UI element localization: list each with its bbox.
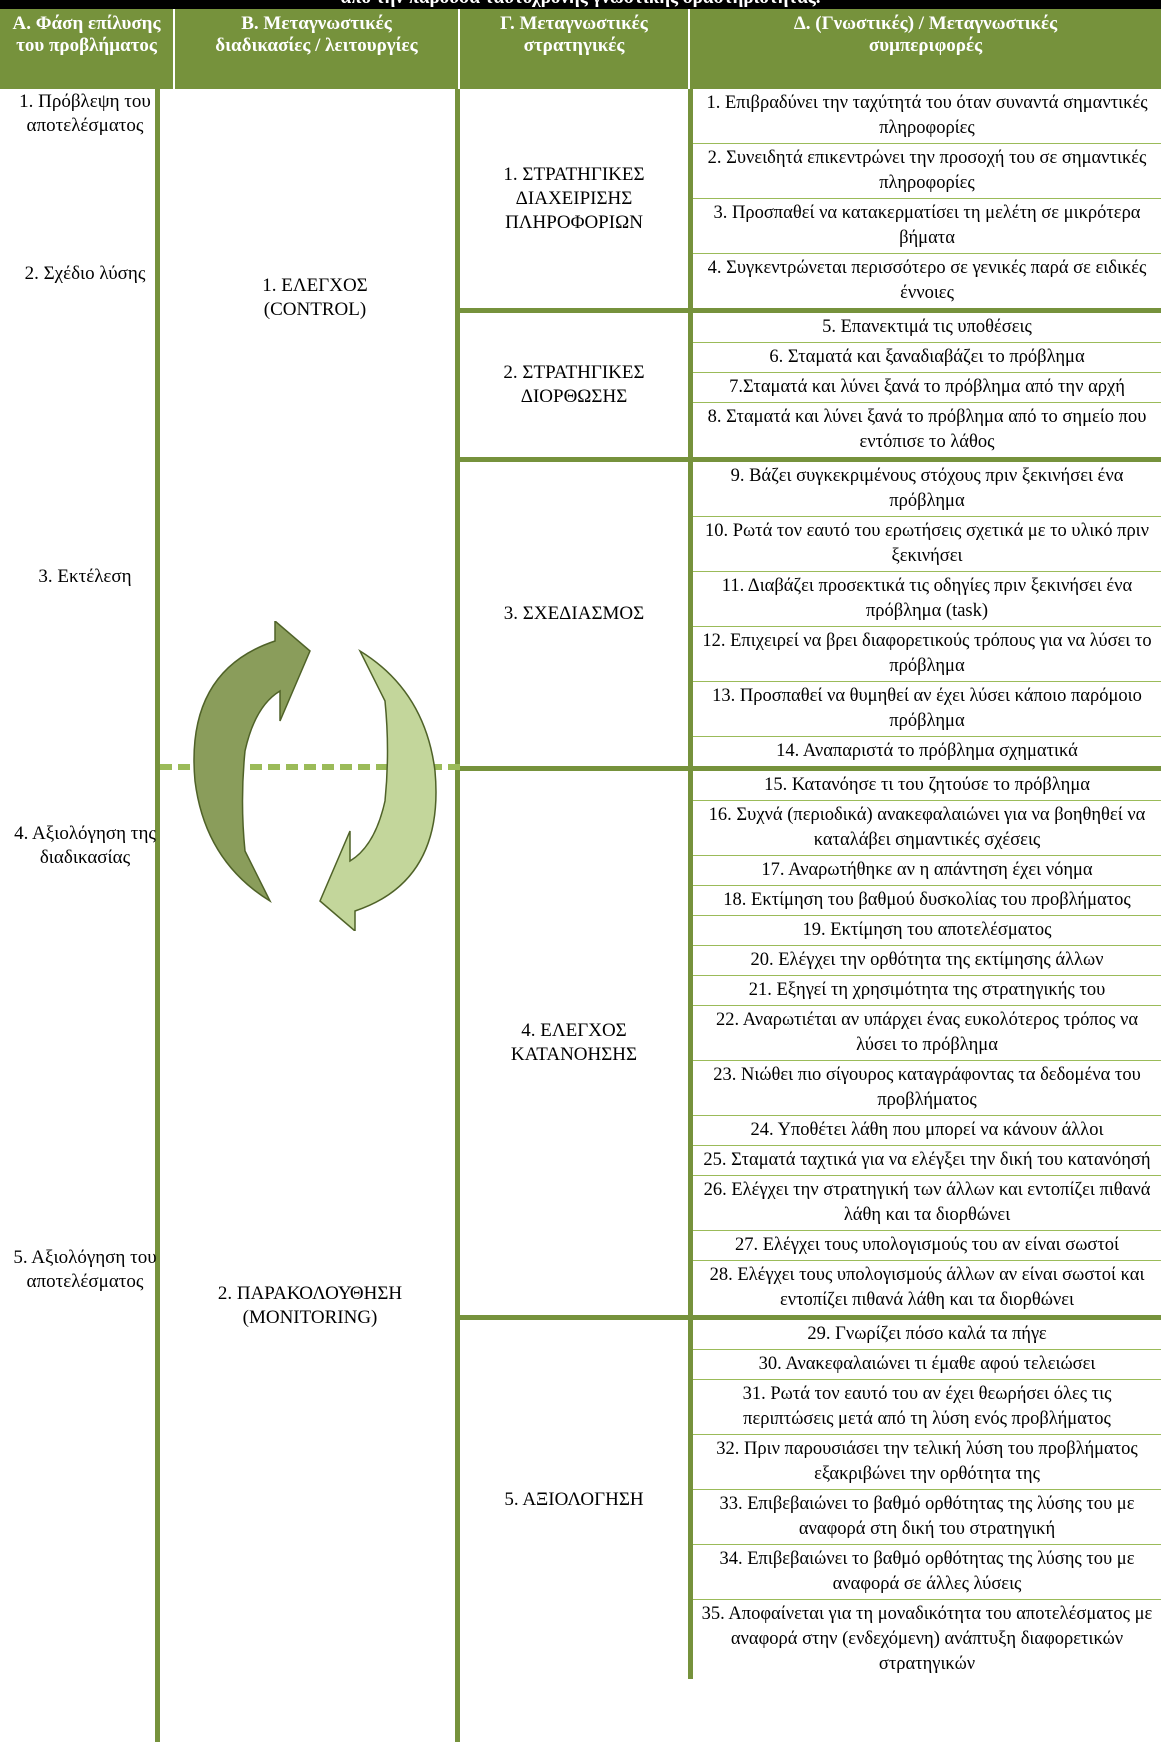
behavior: 9. Βάζει συγκεκριμένους στόχους πριν ξεκ… — [693, 462, 1161, 517]
process: 1. ΕΛΕΓΧΟΣ (CONTROL) — [262, 275, 368, 320]
behavior: 7.Σταματά και λύνει ξανά το πρόβλημα από… — [693, 373, 1161, 403]
strategy-group: 4. ΕΛΕΓΧΟΣ ΚΑΤΑΝΟΗΣΗΣ 15. Κατανόησε τι το… — [460, 766, 1161, 1315]
behavior-list: 9. Βάζει συγκεκριμένους στόχους πριν ξεκ… — [688, 462, 1161, 766]
behavior: 23. Νιώθει πιο σίγουρος καταγράφοντας τα… — [693, 1061, 1161, 1116]
behavior-list: 1. Επιβραδύνει την ταχύτητά του όταν συν… — [688, 89, 1161, 308]
behavior: 19. Εκτίμηση του αποτελέσματος — [693, 916, 1161, 946]
column-header: Δ. (Γνωστικές) / Μεταγνωστικές συμπεριφο… — [793, 13, 1058, 56]
behavior: 33. Επιβεβαιώνει το βαθμό ορθότητας της … — [693, 1490, 1161, 1545]
strategy-label: 4. ΕΛΕΓΧΟΣ ΚΑΤΑΝΟΗΣΗΣ — [510, 1020, 638, 1065]
strategy-group: 3. ΣΧΕΔΙΑΣΜΟΣ 9. Βάζει συγκεκριμένους στό… — [460, 457, 1161, 766]
behavior: 4. Συγκεντρώνεται περισσότερο σε γενικές… — [707, 258, 1147, 303]
behavior: 35. Αποφαίνεται για τη μοναδικότητα του … — [701, 1604, 1153, 1674]
behavior: 1. Επιβραδύνει την ταχύτητά του όταν συν… — [693, 89, 1161, 144]
behavior: 20. Ελέγχει την ορθότητα της εκτίμησης ά… — [693, 946, 1161, 976]
strategy-table: 1. ΣΤΡΑΤΗΓΙΚΕΣ ΔΙΑΧΕΙΡΙΣΗΣ ΠΛΗΡΟΦΟΡΙΩΝ 1.… — [460, 89, 1161, 1679]
behavior-list: 29. Γνωρίζει πόσο καλά τα πήγε 30. Ανακεφ… — [688, 1320, 1161, 1679]
behavior: 2. Συνειδητά επικεντρώνει την προσοχή το… — [693, 144, 1161, 199]
behavior: 24. Υποθέτει λάθη που μπορεί να κάνουν ά… — [693, 1116, 1161, 1146]
column-header: Γ. Μεταγνωστικές στρατηγικές — [460, 9, 690, 89]
behavior: 25. Σταματά ταχτικά για να ελέγξει την δ… — [693, 1146, 1161, 1176]
behavior: 30. Ανακεφαλαιώνει τι έμαθε αφού τελειώσ… — [693, 1350, 1161, 1380]
strategy-group: 2. ΣΤΡΑΤΗΓΙΚΕΣ ΔΙΟΡΘΩΣΗΣ 5. Επανεκτιμά τι… — [460, 308, 1161, 457]
column-divider — [155, 89, 160, 1742]
phase: 5. Αξιολόγηση του αποτελέσματος — [13, 1247, 157, 1292]
behavior: 32. Πριν παρουσιάσει την τελική λύση του… — [693, 1435, 1161, 1490]
table-header: Α. Φάση επίλυσης του προβλήματος Β. Μετα… — [0, 9, 1161, 89]
behavior: 16. Συχνά (περιοδικά) ανακεφαλαιώνει για… — [693, 801, 1161, 856]
arrow — [193, 621, 311, 904]
behavior: 6. Σταματά και ξαναδιαβάζει το πρόβλημα — [693, 343, 1161, 373]
behavior: 31. Ρωτά τον εαυτό του αν έχει θεωρήσει … — [693, 1380, 1161, 1435]
title: από την παρούσα ταυτόχρονης γνωστικής δρ… — [0, 0, 1161, 9]
title-bar: από την παρούσα ταυτόχρονης γνωστικής δρ… — [0, 0, 1161, 9]
behavior: 22. Αναρωτιέται αν υπάρχει ένας ευκολότε… — [693, 1006, 1161, 1061]
behavior-list: 5. Επανεκτιμά τις υποθέσεις 6. Σταματά κα… — [688, 313, 1161, 457]
behavior: 34. Επιβεβαιώνει το βαθμό ορθότητας της … — [693, 1545, 1161, 1600]
behavior: 14. Αναπαριστά το πρόβλημα σχηματικά — [776, 741, 1078, 761]
column-header: Β. Μεταγνωστικές διαδικασίες / λειτουργί… — [175, 9, 460, 89]
cycle-arrows — [193, 621, 437, 931]
strategy-label: 2. ΣΤΡΑΤΗΓΙΚΕΣ ΔΙΟΡΘΩΣΗΣ — [503, 362, 645, 407]
behavior: 10. Ρωτά τον εαυτό του ερωτήσεις σχετικά… — [693, 517, 1161, 572]
behavior: 17. Αναρωτήθηκε αν η απάντηση έχει νόημα — [693, 856, 1161, 886]
behavior: 11. Διαβάζει προσεκτικά τις οδηγίες πριν… — [693, 572, 1161, 627]
behavior: 5. Επανεκτιμά τις υποθέσεις — [693, 313, 1161, 343]
phase: 3. Εκτέλεση — [38, 566, 132, 587]
behavior: 13. Προσπαθεί να θυμηθεί αν έχει λύσει κ… — [693, 682, 1161, 737]
strategy-group: 5. ΑΞΙΟΛΟΓΗΣΗ 29. Γνωρίζει πόσο καλά τα π… — [460, 1315, 1161, 1679]
strategy-label: 5. ΑΞΙΟΛΟΓΗΣΗ — [504, 1488, 644, 1510]
phase: 1. Πρόβλεψη του αποτελέσματος — [19, 91, 151, 136]
behavior: 27. Ελέγχει τους υπολογισμούς του αν είν… — [693, 1231, 1161, 1261]
strategy-label: 1. ΣΤΡΑΤΗΓΙΚΕΣ ΔΙΑΧΕΙΡΙΣΗΣ ΠΛΗΡΟΦΟΡΙΩΝ — [503, 163, 645, 233]
strategy-group: 1. ΣΤΡΑΤΗΓΙΚΕΣ ΔΙΑΧΕΙΡΙΣΗΣ ΠΛΗΡΟΦΟΡΙΩΝ 1.… — [460, 89, 1161, 308]
behavior: 21. Εξηγεί τη χρησιμότητα της στρατηγική… — [693, 976, 1161, 1006]
behavior: 15. Κατανόησε τι του ζητούσε το πρόβλημα — [693, 771, 1161, 801]
column-divider — [455, 89, 460, 1742]
behavior: 28. Ελέγχει τους υπολογισμούς άλλων αν ε… — [709, 1265, 1145, 1310]
behavior-list: 15. Κατανόησε τι του ζητούσε το πρόβλημα… — [688, 771, 1161, 1315]
strategy-label: 3. ΣΧΕΔΙΑΣΜΟΣ — [503, 603, 645, 624]
behavior: 8. Σταματά και λύνει ξανά το πρόβλημα απ… — [707, 407, 1147, 452]
behavior: 26. Ελέγχει την στρατηγική των άλλων και… — [693, 1176, 1161, 1231]
dashed-divider — [160, 764, 460, 770]
phase: 4. Αξιολόγηση της διαδικασίας — [14, 823, 156, 868]
behavior: 3. Προσπαθεί να κατακερματίσει τη μελέτη… — [693, 199, 1161, 254]
behavior: 18. Εκτίμηση του βαθμού δυσκολίας του πρ… — [693, 886, 1161, 916]
phase: 2. Σχέδιο λύσης — [24, 263, 146, 284]
arrow — [319, 648, 437, 931]
behavior: 29. Γνωρίζει πόσο καλά τα πήγε — [693, 1320, 1161, 1350]
process: 2. ΠΑΡΑΚΟΛΟΥΘΗΣΗ (MONITORING) — [217, 1283, 403, 1328]
behavior: 12. Επιχειρεί να βρει διαφορετικούς τρόπ… — [693, 627, 1161, 682]
column-header: Α. Φάση επίλυσης του προβλήματος — [0, 9, 175, 89]
